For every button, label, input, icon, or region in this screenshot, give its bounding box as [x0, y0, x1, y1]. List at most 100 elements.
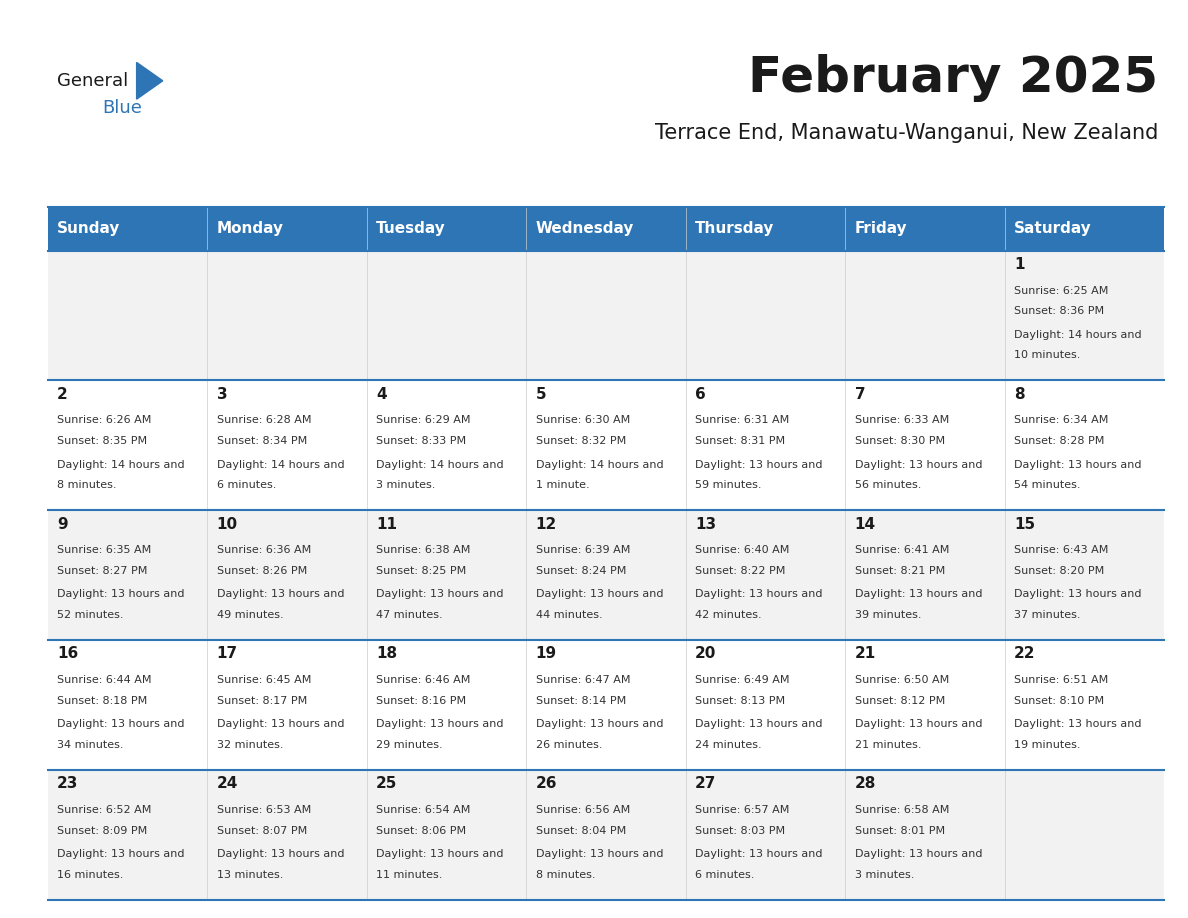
Text: 47 minutes.: 47 minutes.	[377, 610, 443, 621]
Text: Sunrise: 6:51 AM: Sunrise: 6:51 AM	[1015, 675, 1108, 685]
Text: Friday: Friday	[854, 221, 908, 236]
Text: 5: 5	[536, 386, 546, 402]
Text: Sunset: 8:10 PM: Sunset: 8:10 PM	[1015, 696, 1105, 706]
Text: Sunrise: 6:52 AM: Sunrise: 6:52 AM	[57, 805, 151, 815]
Text: Sunrise: 6:44 AM: Sunrise: 6:44 AM	[57, 675, 152, 685]
Text: Sunset: 8:36 PM: Sunset: 8:36 PM	[1015, 307, 1105, 317]
Text: 10: 10	[216, 517, 238, 532]
Text: Sunrise: 6:36 AM: Sunrise: 6:36 AM	[216, 545, 311, 555]
Text: Sunset: 8:34 PM: Sunset: 8:34 PM	[216, 436, 307, 446]
Text: Sunset: 8:13 PM: Sunset: 8:13 PM	[695, 696, 785, 706]
Text: 12: 12	[536, 517, 557, 532]
Text: Sunset: 8:25 PM: Sunset: 8:25 PM	[377, 566, 467, 576]
Polygon shape	[137, 62, 163, 99]
Text: 17: 17	[216, 646, 238, 662]
FancyBboxPatch shape	[48, 640, 1164, 770]
Text: 56 minutes.: 56 minutes.	[854, 480, 921, 490]
Text: Daylight: 13 hours and: Daylight: 13 hours and	[695, 719, 822, 729]
Text: Sunset: 8:26 PM: Sunset: 8:26 PM	[216, 566, 307, 576]
Text: Sunset: 8:09 PM: Sunset: 8:09 PM	[57, 825, 147, 835]
FancyBboxPatch shape	[48, 207, 1164, 251]
Text: Tuesday: Tuesday	[377, 221, 446, 236]
Text: 18: 18	[377, 646, 397, 662]
Text: Sunset: 8:35 PM: Sunset: 8:35 PM	[57, 436, 147, 446]
FancyBboxPatch shape	[48, 770, 1164, 900]
Text: Sunrise: 6:43 AM: Sunrise: 6:43 AM	[1015, 545, 1108, 555]
Text: 14: 14	[854, 517, 876, 532]
Text: Sunrise: 6:47 AM: Sunrise: 6:47 AM	[536, 675, 630, 685]
Text: 8 minutes.: 8 minutes.	[536, 869, 595, 879]
Text: Daylight: 13 hours and: Daylight: 13 hours and	[1015, 589, 1142, 599]
Text: Sunset: 8:17 PM: Sunset: 8:17 PM	[216, 696, 307, 706]
Text: 15: 15	[1015, 517, 1035, 532]
Text: Sunrise: 6:46 AM: Sunrise: 6:46 AM	[377, 675, 470, 685]
Text: 54 minutes.: 54 minutes.	[1015, 480, 1081, 490]
Text: 24 minutes.: 24 minutes.	[695, 740, 762, 750]
Text: Sunrise: 6:26 AM: Sunrise: 6:26 AM	[57, 416, 151, 425]
Text: 32 minutes.: 32 minutes.	[216, 740, 283, 750]
Text: Daylight: 13 hours and: Daylight: 13 hours and	[216, 589, 345, 599]
Text: Thursday: Thursday	[695, 221, 775, 236]
Text: 19: 19	[536, 646, 557, 662]
Text: Monday: Monday	[216, 221, 284, 236]
Text: 29 minutes.: 29 minutes.	[377, 740, 443, 750]
Text: 20: 20	[695, 646, 716, 662]
Text: Sunrise: 6:33 AM: Sunrise: 6:33 AM	[854, 416, 949, 425]
Text: Daylight: 13 hours and: Daylight: 13 hours and	[57, 719, 184, 729]
Text: Daylight: 13 hours and: Daylight: 13 hours and	[1015, 719, 1142, 729]
Text: 52 minutes.: 52 minutes.	[57, 610, 124, 621]
Text: Sunset: 8:14 PM: Sunset: 8:14 PM	[536, 696, 626, 706]
Text: Sunset: 8:31 PM: Sunset: 8:31 PM	[695, 436, 785, 446]
Text: Sunset: 8:07 PM: Sunset: 8:07 PM	[216, 825, 307, 835]
Text: 26: 26	[536, 777, 557, 791]
Text: Daylight: 13 hours and: Daylight: 13 hours and	[695, 849, 822, 859]
Text: 25: 25	[377, 777, 398, 791]
Text: 13: 13	[695, 517, 716, 532]
Text: 7: 7	[854, 386, 865, 402]
Text: Daylight: 13 hours and: Daylight: 13 hours and	[854, 849, 982, 859]
Text: Sunset: 8:01 PM: Sunset: 8:01 PM	[854, 825, 944, 835]
Text: Sunrise: 6:30 AM: Sunrise: 6:30 AM	[536, 416, 630, 425]
Text: 23: 23	[57, 777, 78, 791]
Text: 4: 4	[377, 386, 387, 402]
Text: Sunset: 8:16 PM: Sunset: 8:16 PM	[377, 696, 466, 706]
Text: 24: 24	[216, 777, 238, 791]
Text: 10 minutes.: 10 minutes.	[1015, 351, 1081, 361]
Text: Sunrise: 6:57 AM: Sunrise: 6:57 AM	[695, 805, 790, 815]
Text: 59 minutes.: 59 minutes.	[695, 480, 762, 490]
Text: Sunrise: 6:45 AM: Sunrise: 6:45 AM	[216, 675, 311, 685]
Text: Sunrise: 6:49 AM: Sunrise: 6:49 AM	[695, 675, 790, 685]
Text: Sunrise: 6:29 AM: Sunrise: 6:29 AM	[377, 416, 470, 425]
Text: 1 minute.: 1 minute.	[536, 480, 589, 490]
Text: 3: 3	[216, 386, 227, 402]
Text: Sunrise: 6:56 AM: Sunrise: 6:56 AM	[536, 805, 630, 815]
Text: Sunset: 8:27 PM: Sunset: 8:27 PM	[57, 566, 147, 576]
Text: 3 minutes.: 3 minutes.	[377, 480, 436, 490]
Text: Sunrise: 6:35 AM: Sunrise: 6:35 AM	[57, 545, 151, 555]
Text: Sunset: 8:04 PM: Sunset: 8:04 PM	[536, 825, 626, 835]
Text: Daylight: 13 hours and: Daylight: 13 hours and	[377, 719, 504, 729]
Text: Daylight: 13 hours and: Daylight: 13 hours and	[854, 460, 982, 469]
Text: Sunrise: 6:53 AM: Sunrise: 6:53 AM	[216, 805, 311, 815]
Text: Daylight: 13 hours and: Daylight: 13 hours and	[536, 849, 663, 859]
Text: Daylight: 13 hours and: Daylight: 13 hours and	[1015, 460, 1142, 469]
Text: 27: 27	[695, 777, 716, 791]
Text: Sunset: 8:21 PM: Sunset: 8:21 PM	[854, 566, 944, 576]
Text: 11 minutes.: 11 minutes.	[377, 869, 442, 879]
Text: 8: 8	[1015, 386, 1025, 402]
Text: 19 minutes.: 19 minutes.	[1015, 740, 1081, 750]
Text: 3 minutes.: 3 minutes.	[854, 869, 914, 879]
Text: 13 minutes.: 13 minutes.	[216, 869, 283, 879]
Text: February 2025: February 2025	[748, 54, 1158, 102]
Text: Sunset: 8:03 PM: Sunset: 8:03 PM	[695, 825, 785, 835]
Text: General: General	[57, 72, 128, 90]
Text: 26 minutes.: 26 minutes.	[536, 740, 602, 750]
Text: Daylight: 14 hours and: Daylight: 14 hours and	[57, 460, 184, 469]
Text: Daylight: 13 hours and: Daylight: 13 hours and	[216, 719, 345, 729]
Text: Sunrise: 6:25 AM: Sunrise: 6:25 AM	[1015, 285, 1108, 296]
Text: Sunrise: 6:31 AM: Sunrise: 6:31 AM	[695, 416, 789, 425]
Text: Sunrise: 6:40 AM: Sunrise: 6:40 AM	[695, 545, 790, 555]
Text: Sunset: 8:28 PM: Sunset: 8:28 PM	[1015, 436, 1105, 446]
Text: Daylight: 13 hours and: Daylight: 13 hours and	[57, 589, 184, 599]
Text: 16: 16	[57, 646, 78, 662]
